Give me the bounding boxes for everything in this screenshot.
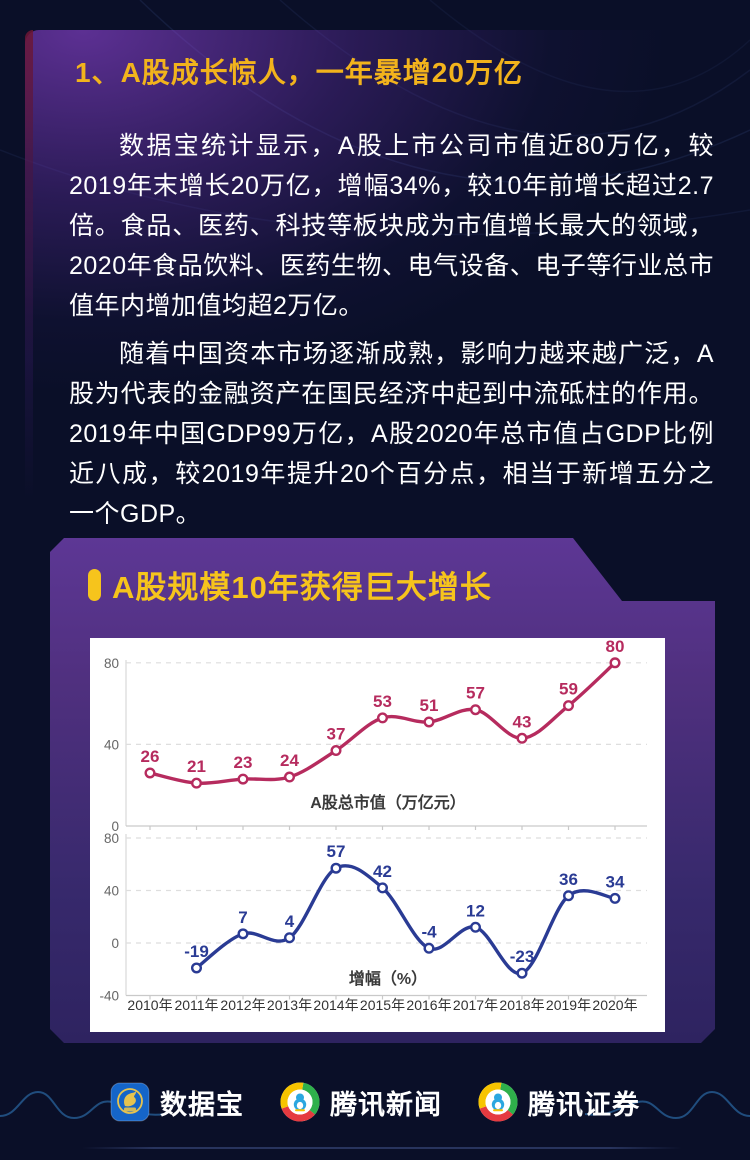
svg-text:2020年: 2020年	[592, 997, 637, 1013]
paragraph-1: 数据宝统计显示，A股上市公司市值近80万亿，较2019年末增长20万亿，增幅34…	[69, 132, 714, 320]
tencent-securities-logo-icon	[478, 1082, 518, 1122]
svg-text:-4: -4	[421, 922, 437, 941]
svg-text:2010年: 2010年	[127, 997, 172, 1013]
svg-text:23: 23	[234, 753, 253, 772]
yellow-bullet-marker	[88, 568, 101, 601]
svg-text:-40: -40	[99, 989, 119, 1004]
brand-tencent-securities-label: 腾讯证券	[528, 1089, 640, 1120]
svg-text:59: 59	[559, 680, 578, 699]
chart-card: 0 40 80 A股总市值（万亿元） 26 21 23 24 37 53 51 57 43 59 80 -40…	[90, 637, 665, 1032]
chart-section-header: A股规模10年获得巨大增长	[88, 562, 492, 607]
chart-section-panel: A股规模10年获得巨大增长 0 40 80 A股总市值（万亿元） 26 21 23 24 37 5…	[50, 538, 715, 1043]
svg-text:80: 80	[104, 656, 119, 671]
intro-panel: 1、A股成长惊人，一年暴增20万亿 数据宝统计显示，A股上市公司市值近80万亿，…	[25, 30, 750, 535]
svg-text:37: 37	[327, 725, 346, 744]
svg-text:26: 26	[141, 747, 160, 766]
svg-text:57: 57	[466, 684, 485, 703]
svg-text:2017年: 2017年	[453, 997, 498, 1013]
chart-section-title: A股规模10年获得巨大增长	[112, 570, 492, 605]
brand-tencent-news: 腾讯新闻	[280, 1082, 442, 1122]
brand-shujubao: 数据宝	[110, 1082, 244, 1122]
brand-shujubao-label: 数据宝	[160, 1089, 244, 1120]
svg-text:53: 53	[373, 692, 392, 711]
svg-text:51: 51	[420, 696, 439, 715]
brand-tencent-securities: 腾讯证券	[478, 1082, 640, 1122]
svg-text:36: 36	[559, 870, 578, 889]
svg-text:A股总市值（万亿元）: A股总市值（万亿元）	[310, 793, 466, 812]
svg-text:2012年: 2012年	[220, 997, 265, 1013]
svg-text:40: 40	[104, 884, 119, 899]
svg-text:0: 0	[111, 936, 119, 951]
svg-text:2019年: 2019年	[546, 997, 591, 1013]
svg-text:7: 7	[238, 908, 247, 927]
svg-text:2016年: 2016年	[406, 997, 451, 1013]
svg-text:80: 80	[606, 638, 625, 656]
paragraph-2: 随着中国资本市场逐渐成熟，影响力越来越广泛，A股为代表的金融资产在国民经济中起到…	[69, 340, 714, 528]
svg-text:2013年: 2013年	[267, 997, 312, 1013]
section-1-title: 1、A股成长惊人，一年暴增20万亿	[75, 57, 523, 88]
intro-panel-left-edge	[25, 30, 33, 500]
footer-divider	[82, 1147, 682, 1149]
brand-tencent-news-label: 腾讯新闻	[330, 1089, 442, 1120]
svg-text:4: 4	[285, 912, 295, 931]
svg-text:21: 21	[187, 757, 206, 776]
svg-text:0: 0	[111, 819, 119, 834]
svg-text:43: 43	[513, 712, 532, 731]
svg-text:-23: -23	[510, 947, 535, 966]
tencent-news-logo-icon	[280, 1082, 320, 1122]
shujubao-logo-icon	[110, 1082, 150, 1122]
footer-logos: 数据宝 腾讯新闻	[0, 1082, 750, 1122]
svg-text:-19: -19	[184, 942, 209, 961]
svg-text:2018年: 2018年	[499, 997, 544, 1013]
svg-text:34: 34	[606, 872, 625, 891]
svg-text:2015年: 2015年	[360, 997, 405, 1013]
svg-text:57: 57	[327, 842, 346, 861]
svg-text:增幅（%）: 增幅（%）	[349, 969, 427, 988]
svg-text:2014年: 2014年	[313, 997, 358, 1013]
svg-text:24: 24	[280, 751, 299, 770]
svg-text:2011年: 2011年	[174, 997, 218, 1013]
svg-text:80: 80	[104, 831, 119, 846]
svg-text:12: 12	[466, 901, 485, 920]
svg-text:40: 40	[104, 737, 119, 752]
svg-text:42: 42	[373, 862, 392, 881]
